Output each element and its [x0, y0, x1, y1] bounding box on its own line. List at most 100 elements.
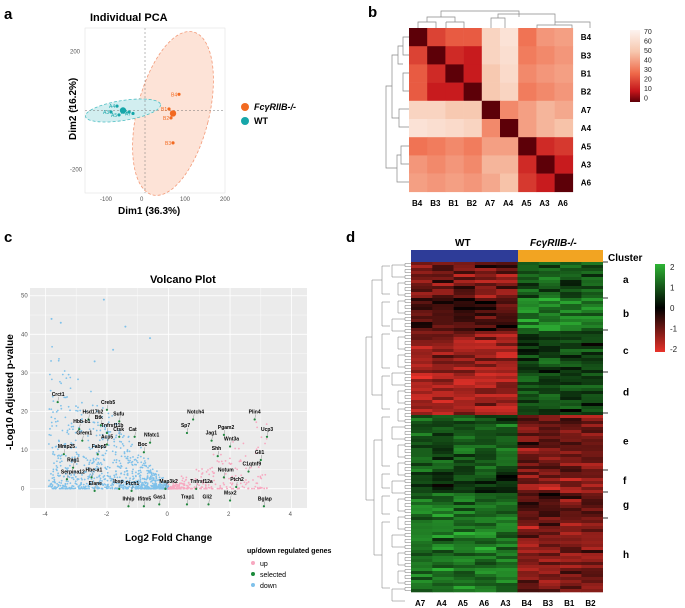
volcano-point-down	[114, 453, 117, 456]
heat-d-cell	[581, 535, 603, 539]
heat-d-cell	[411, 457, 433, 461]
heat-d-cell	[517, 298, 540, 302]
volcano-point-down	[120, 441, 123, 443]
volcano-gene-leader-Plin4	[254, 414, 256, 420]
heat-d-cell	[517, 403, 540, 407]
volcano-point-down	[49, 389, 52, 392]
heat-b-cell-A5-B4	[409, 137, 428, 156]
heat-d-cell	[560, 274, 582, 278]
heat-b-cell-B2-A3	[536, 82, 555, 102]
volcano-point-down	[49, 434, 52, 437]
heat-d-cell	[411, 523, 433, 527]
volcano-point-down	[114, 451, 117, 454]
heat-d-cell	[453, 526, 476, 530]
volcano-point-down	[56, 420, 59, 423]
heat-d-collabel-A4: A4	[436, 599, 447, 608]
volcano-point-down	[128, 461, 131, 464]
heat-d-cell	[474, 421, 497, 425]
volcano-point-down	[67, 405, 70, 408]
heat-d-cell	[411, 400, 433, 404]
heat-d-cell	[560, 361, 582, 365]
volcano-point-down	[96, 482, 99, 485]
heat-d-cell	[560, 466, 582, 470]
heat-d-cell	[411, 280, 433, 284]
volcano-point-down	[75, 483, 78, 486]
volcano-gene-leader-Ctsk	[119, 431, 121, 437]
volcano-point-down	[67, 480, 69, 483]
heat-d-cell	[432, 412, 454, 416]
heat-d-cell	[538, 490, 561, 494]
heat-d-cell	[560, 457, 582, 461]
group-label-fcgr: FcγRIIB-/-	[530, 238, 577, 249]
heat-d-cell	[560, 268, 582, 272]
heat-d-cell	[538, 541, 561, 545]
volcano-gene-leader-Tnfrsf11b	[106, 427, 109, 433]
volcano-gene-leader-Elane	[94, 485, 96, 491]
volcano-point-down	[100, 463, 103, 466]
heat-d-cell	[560, 427, 582, 431]
heat-d-cell	[453, 478, 476, 482]
heat-d-cell	[474, 361, 497, 365]
heat-d-cell	[432, 484, 454, 488]
volcano-point-down	[111, 450, 114, 453]
heat-d-cell	[411, 283, 433, 287]
heat-d-cell	[453, 379, 476, 383]
heat-d-cell	[517, 295, 540, 299]
heat-d-cell	[496, 574, 518, 578]
heat-d-cell	[411, 583, 433, 587]
volcano-point-down	[59, 464, 62, 467]
heat-d-cell	[474, 412, 497, 416]
volcano-point-down	[80, 418, 83, 421]
heat-d-cell	[496, 367, 518, 371]
heat-d-cell	[560, 262, 582, 266]
volcano-point-down	[120, 486, 122, 489]
heat-d-cell	[411, 301, 433, 305]
volcano-point-down	[127, 487, 129, 490]
heat-d-cell	[453, 457, 476, 461]
heat-d-cell	[560, 562, 582, 566]
heat-d-cell	[496, 577, 518, 581]
volcano-gene-label-Gli1: Gli1	[255, 450, 265, 456]
heat-d-cell	[411, 550, 433, 554]
volcano-point-up	[208, 473, 211, 476]
volcano-point-down	[126, 472, 129, 475]
volcano-selected-point-Plin4	[253, 418, 256, 421]
volcano-gene-label-Ifitm5: Ifitm5	[138, 496, 152, 502]
volcano-point-down	[141, 481, 144, 484]
heat-d-cell	[538, 310, 561, 314]
volcano-point-up	[264, 473, 267, 476]
heat-b-cell-B3-A6	[554, 46, 574, 65]
volcano-gene-label-Jag1: Jag1	[206, 431, 218, 437]
heat-d-cell	[581, 280, 603, 284]
volcano-point-up	[182, 484, 185, 486]
volcano-point-up	[222, 482, 225, 484]
heat-d-cell	[517, 319, 540, 323]
volcano-point-down	[156, 470, 158, 473]
heat-d-collabel-B2: B2	[585, 599, 596, 608]
volcano-point-down	[110, 484, 112, 487]
heat-b-rowlabel-A5: A5	[581, 142, 592, 151]
heat-b-cell-A5-A4	[500, 137, 519, 156]
heat-d-cell	[496, 271, 518, 275]
heat-d-cell	[496, 379, 518, 383]
volcano-point-down	[116, 465, 119, 468]
heat-d-cell	[453, 412, 476, 416]
heat-d-cell	[517, 304, 540, 308]
heat-d-cell	[517, 586, 540, 590]
heat-b-cell-A4-B2	[463, 119, 483, 138]
heat-d-cell	[453, 331, 476, 335]
volcano-point-up	[245, 467, 247, 470]
volcano-gene-label-Tnfrsf11b: Tnfrsf11b	[101, 423, 124, 429]
heat-d-cell	[411, 328, 433, 332]
heat-d-cell	[453, 502, 476, 506]
heat-d-cell	[496, 586, 518, 590]
heat-d-cell	[538, 523, 561, 527]
heat-d-cell	[432, 403, 454, 407]
heat-d-cell	[453, 355, 476, 359]
heat-b-cell-B2-B4	[409, 82, 428, 102]
heat-d-cell	[581, 343, 603, 347]
heat-d-cell	[538, 481, 561, 485]
heat-d-cell	[411, 490, 433, 494]
heat-d-cell	[432, 301, 454, 305]
heat-d-cell	[581, 361, 603, 365]
